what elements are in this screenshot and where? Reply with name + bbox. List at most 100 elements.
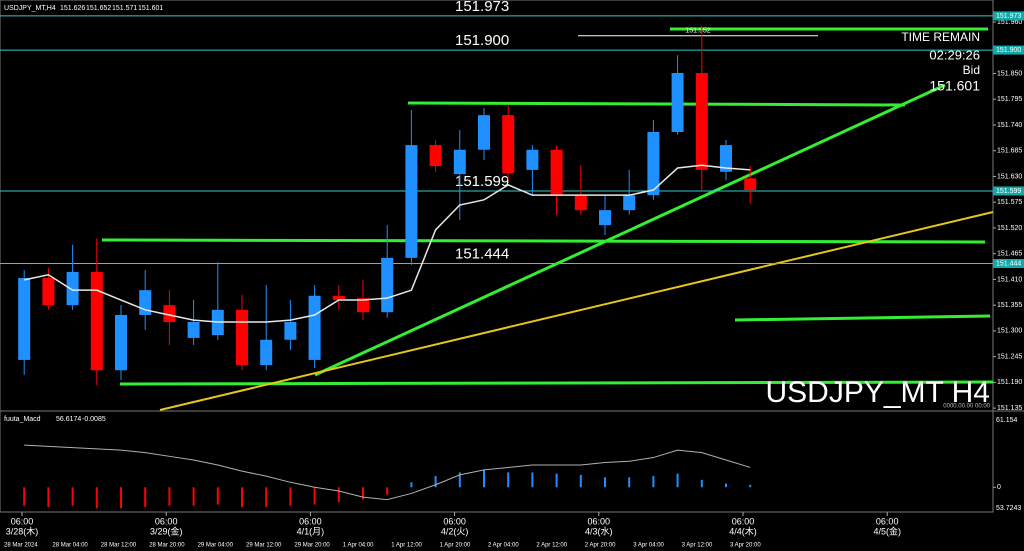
- x-sub-label: 1 Apr 04:00: [343, 543, 374, 549]
- x-date-label: 4/2(火): [441, 526, 469, 536]
- histogram-bar: [23, 487, 26, 506]
- x-time-label: 06:00: [299, 516, 322, 526]
- candle-body: [187, 322, 200, 338]
- price-box-label: 151.973: [996, 13, 1021, 20]
- histogram-bar: [531, 472, 534, 488]
- y-tick-label: 151.355: [997, 302, 1022, 309]
- y-tick-label: 151.685: [997, 148, 1022, 155]
- trend-line: [314, 83, 946, 377]
- y-tick-label: 151.135: [997, 405, 1022, 412]
- high-marker-label: 151.952: [685, 28, 710, 35]
- candle-body: [599, 210, 611, 226]
- x-sub-label: 1 Apr 20:00: [440, 543, 471, 549]
- y-tick-label: 151.520: [997, 225, 1022, 232]
- histogram-bar: [192, 487, 195, 506]
- histogram-bar: [95, 487, 98, 509]
- candle-body: [744, 178, 757, 191]
- bid-label: Bid: [963, 63, 980, 77]
- y-tick-label: 151.190: [997, 379, 1022, 386]
- histogram-bar: [579, 474, 582, 488]
- x-date-label: 4/5(金): [873, 525, 901, 536]
- x-time-label: 06:00: [876, 516, 899, 526]
- histogram-bar: [216, 487, 219, 505]
- candle-body: [42, 278, 55, 306]
- x-date-label: 3/28(木): [6, 525, 39, 536]
- x-time-label: 06:00: [732, 516, 755, 526]
- price-box: [993, 186, 1024, 196]
- x-sub-label: 2 Apr 20:00: [585, 543, 616, 549]
- y-tick-label: 151.740: [997, 122, 1022, 129]
- candle-body: [550, 149, 563, 196]
- x-sub-label: 2 Apr 12:00: [536, 543, 567, 549]
- histogram-bar: [47, 487, 50, 508]
- x-sub-label: 29 Mar 20:00: [294, 543, 330, 549]
- x-time-label: 06:00: [11, 516, 34, 526]
- h-line-label: 151.599: [455, 173, 509, 190]
- histogram-bar: [725, 483, 727, 488]
- macd-scale-label: 53.7243: [996, 505, 1021, 512]
- x-time-label: 06:00: [443, 516, 466, 526]
- price-box: [993, 11, 1024, 21]
- histogram-bar: [313, 487, 316, 505]
- histogram-bar: [483, 469, 485, 488]
- candle-body: [18, 278, 31, 360]
- x-sub-label: 3 Apr 12:00: [682, 543, 713, 549]
- x-sub-label: 28 Mar 04:00: [52, 543, 88, 549]
- candle-body: [236, 309, 248, 366]
- candle-body: [381, 257, 394, 313]
- candle-body: [526, 149, 539, 170]
- y-tick-label: 151.245: [997, 353, 1022, 360]
- candle-body: [720, 145, 732, 172]
- x-sub-label: 3 Apr 20:00: [730, 543, 761, 549]
- watermark: USDJPY_MT H4: [765, 376, 990, 409]
- y-tick-label: 151.575: [997, 199, 1022, 206]
- candle-body: [90, 271, 103, 371]
- candle-body: [163, 305, 176, 323]
- histogram-bar: [604, 477, 606, 488]
- histogram-bar: [289, 487, 292, 506]
- x-date-label: 4/1(月): [297, 526, 325, 536]
- y-tick-label: 151.850: [997, 70, 1022, 77]
- candle-body: [332, 295, 345, 301]
- bid-value: 151.601: [929, 78, 980, 94]
- x-date-label: 4/4(木): [729, 525, 757, 536]
- price-box-label: 151.444: [996, 260, 1021, 267]
- x-sub-label: 2 Apr 04:00: [488, 543, 519, 549]
- histogram-bar: [458, 472, 461, 488]
- histogram-bar: [241, 487, 243, 508]
- histogram-bar: [676, 473, 679, 488]
- candle-body: [671, 73, 684, 132]
- x-sub-label: 3 Apr 04:00: [633, 543, 664, 549]
- candle-body: [284, 322, 297, 340]
- y-tick-label: 151.465: [997, 251, 1022, 258]
- histogram-bar: [144, 487, 147, 508]
- candle-body: [405, 145, 418, 258]
- x-date-label: 3/29(金): [150, 525, 183, 536]
- x-date-label: 4/3(水): [585, 525, 613, 536]
- candle-body: [357, 298, 369, 313]
- histogram-bar: [71, 487, 74, 506]
- histogram-bar: [749, 484, 752, 488]
- x-sub-label: 1 Apr 12:00: [391, 543, 422, 549]
- price-box: [993, 259, 1024, 269]
- candle-body: [308, 295, 321, 360]
- candle-body: [66, 271, 79, 306]
- symbol-label: USDJPY_MT,H4: [4, 5, 56, 12]
- time-remain-label: TIME REMAIN: [901, 30, 980, 44]
- trend-line: [159, 211, 994, 411]
- candle-body: [429, 145, 442, 167]
- signal-line: [24, 444, 751, 501]
- x-time-label: 06:00: [588, 516, 611, 526]
- candle-body: [478, 115, 490, 150]
- histogram-bar: [434, 476, 437, 488]
- y-tick-label: 151.960: [997, 19, 1022, 26]
- h-line-label: 151.444: [455, 245, 509, 262]
- moving-average: [24, 164, 751, 323]
- histogram-bar: [386, 487, 389, 495]
- trend-line: [407, 101, 906, 107]
- macd-name: fuuta_Macd: [4, 416, 41, 423]
- h-line-label: 151.900: [455, 32, 509, 49]
- empty-time: 0000.00.00 00:00: [943, 404, 990, 410]
- x-time-label: 06:00: [155, 516, 178, 526]
- ohlc-open: 151.626: [60, 5, 85, 12]
